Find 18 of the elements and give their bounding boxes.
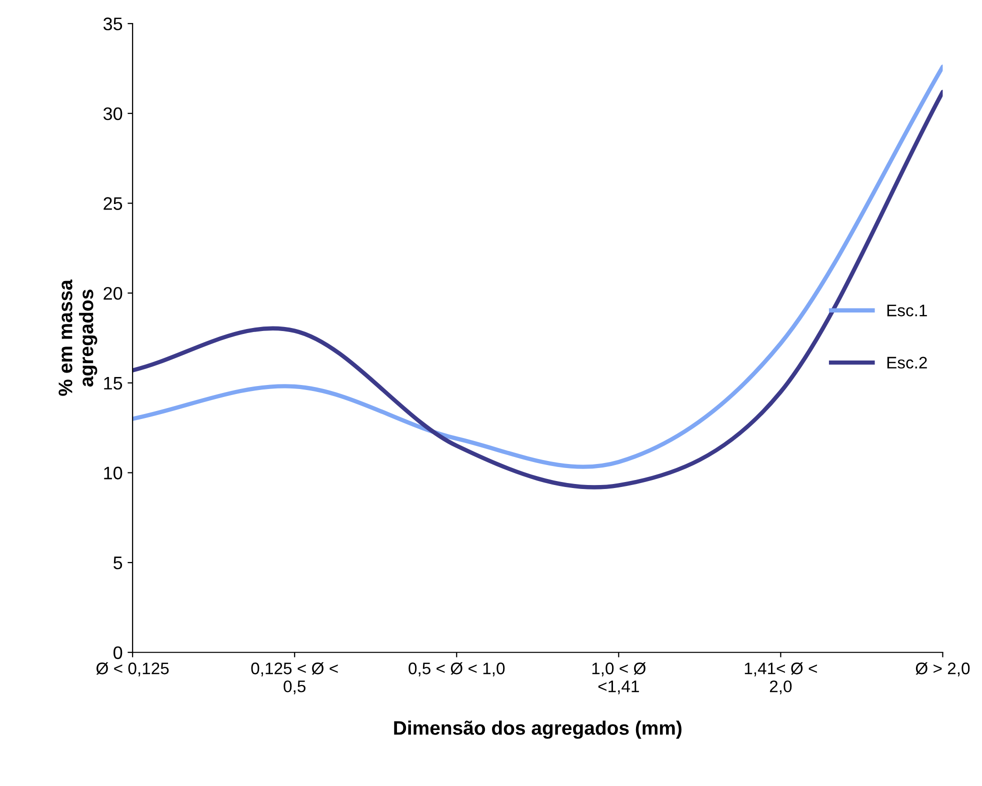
x-tick-label: Ø > 2,0 <box>916 662 970 676</box>
legend-label: Esc.2 <box>887 356 927 369</box>
x-tick-label: Ø < 0,125 <box>96 662 169 676</box>
x-tick-label: 1,41< Ø < 2,0 <box>744 662 817 694</box>
y-tick-label: 15 <box>104 377 122 390</box>
y-tick-label: 10 <box>104 466 122 480</box>
x-tick-label: 0,5 < Ø < 1,0 <box>408 662 505 676</box>
legend-label: Esc.1 <box>887 304 927 316</box>
x-axis-title: Dimensão dos agregados (mm) <box>394 720 682 739</box>
y-tick-label: 5 <box>114 556 122 570</box>
x-tick-label: 1,0 < Ø <1,41 <box>592 662 646 694</box>
y-tick-label: 30 <box>103 107 122 120</box>
y-axis-title: % em massa agregados <box>58 279 98 396</box>
y-tick-label: 20 <box>104 287 122 300</box>
y-tick-label: 25 <box>104 197 122 210</box>
y-tick-label: 0 <box>114 646 122 660</box>
x-tick-label: 0,125 < Ø < 0,5 <box>251 662 338 694</box>
y-tick-label: 35 <box>103 18 122 30</box>
